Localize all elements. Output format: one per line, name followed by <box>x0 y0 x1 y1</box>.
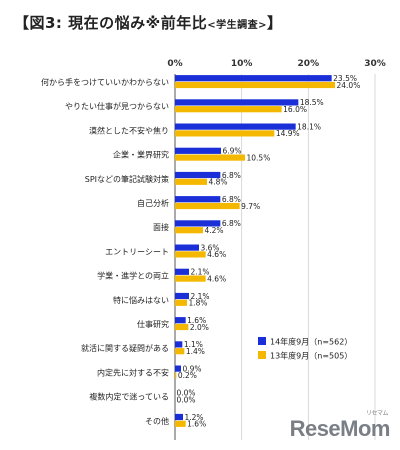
legend: 14年度9月（n=562） 13年度9月（n=505） <box>258 337 352 361</box>
data-label: 6.8% <box>222 171 241 180</box>
category-label: 仕事研究 <box>137 319 169 329</box>
bar-series-2013 <box>175 154 245 161</box>
bar-series-2013 <box>175 348 185 355</box>
category-label: 面接 <box>153 222 169 232</box>
data-label: 14.9% <box>276 129 300 138</box>
data-label: 10.5% <box>247 153 271 162</box>
data-label: 2.0% <box>190 323 209 332</box>
bar-series-2014 <box>175 75 332 82</box>
chart-title: 【図3: 現在の悩み※前年比<学生調査>】 <box>14 12 283 33</box>
data-label: 1.8% <box>189 299 208 308</box>
data-label: 4.2% <box>205 226 224 235</box>
bar-series-2014 <box>175 123 296 130</box>
category-label: 自己分析 <box>137 198 169 208</box>
bar-series-2014 <box>175 268 189 275</box>
data-label: 6.8% <box>222 195 241 204</box>
category-label: 複数内定で迷っている <box>89 392 169 402</box>
bar-series-2014 <box>175 365 181 372</box>
x-tick-label: 0% <box>167 59 182 69</box>
chart-title-main: 現在の悩み※前年比 <box>68 14 208 32</box>
bar-series-2013 <box>175 275 206 282</box>
bar-series-2013 <box>175 227 203 234</box>
bar-series-2014 <box>175 341 183 348</box>
x-tick-label: 30% <box>364 59 386 69</box>
bar-series-2014 <box>175 196 221 203</box>
resemom-logo: ReseMom リセマム <box>289 411 391 442</box>
x-tick-label: 20% <box>298 59 320 69</box>
bar-series-2013 <box>175 420 186 427</box>
data-label: 1.2% <box>185 413 204 422</box>
category-label: やりたい仕事が見つからない <box>65 101 169 111</box>
legend-swatch <box>258 337 266 345</box>
category-label: 内定先に対する不安 <box>97 367 169 377</box>
category-label: 学業・進学との両立 <box>97 271 169 281</box>
bar-series-2014 <box>175 244 199 251</box>
data-label: 4.6% <box>207 250 226 259</box>
data-label: 16.0% <box>283 105 307 114</box>
data-label: 0.2% <box>178 371 197 380</box>
data-label: 18.5% <box>300 98 324 107</box>
data-label: 1.6% <box>187 316 206 325</box>
bar-series-2013 <box>175 202 240 210</box>
chart-title-sub: <学生調査> <box>207 20 268 31</box>
bar-series-2014 <box>175 413 183 421</box>
bar-series-2013 <box>175 299 187 306</box>
chart-title-suffix: 】 <box>267 14 283 32</box>
category-label: SPIなどの筆記試験対策 <box>85 174 169 184</box>
data-label: 0.0% <box>177 395 196 404</box>
bar-series-2013 <box>175 106 282 113</box>
bar-series-2013 <box>175 130 275 137</box>
category-label: 何から手をつけていいかわからない <box>41 77 169 87</box>
bar-series-2013 <box>175 178 207 185</box>
x-tick-label: 10% <box>231 59 253 69</box>
data-label: 6.8% <box>222 219 241 228</box>
data-label: 0.9% <box>183 364 202 373</box>
bar-series-2014 <box>175 147 221 154</box>
category-label: 就活に関する疑問がある <box>81 343 169 353</box>
bars-layer <box>175 75 335 427</box>
bar-series-2013 <box>175 251 206 258</box>
legend-label: 13年度9月（n=505） <box>270 351 352 361</box>
legend-swatch <box>258 351 266 359</box>
data-label: 3.6% <box>201 243 220 252</box>
data-label: 18.1% <box>297 122 321 131</box>
category-label: 企業・業界研究 <box>113 150 169 160</box>
data-label: 1.6% <box>187 420 206 429</box>
data-label: 9.7% <box>241 202 260 211</box>
data-label: 4.6% <box>207 274 226 283</box>
bar-series-2014 <box>175 220 221 227</box>
logo-text: ReseMom <box>289 416 391 441</box>
bar-series-2014 <box>175 99 299 106</box>
labels-layer: 何から手をつけていいかわからない 23.5%24.0% やりたい仕事が見つからない 1… <box>41 74 360 429</box>
data-label: 23.5% <box>333 74 357 83</box>
bar-series-2014 <box>175 292 189 300</box>
legend-label: 14年度9月（n=562） <box>270 337 352 347</box>
data-label: 4.8% <box>209 178 228 187</box>
data-label: 0.0% <box>177 389 196 398</box>
data-label: 2.1% <box>191 268 210 277</box>
category-label: 特に悩みはない <box>113 295 169 305</box>
bar-series-2013 <box>175 81 335 89</box>
chart-title-prefix: 【図3: <box>14 14 63 32</box>
logo-ruby: リセマム <box>365 411 389 417</box>
bar-series-2013 <box>175 372 177 379</box>
data-label: 1.1% <box>184 340 203 349</box>
bar-series-2014 <box>175 317 186 324</box>
data-label: 24.0% <box>337 81 361 90</box>
bar-series-2013 <box>175 323 189 331</box>
category-label: エントリーシート <box>105 247 169 256</box>
data-label: 6.9% <box>223 147 242 156</box>
data-label: 1.4% <box>186 347 205 356</box>
category-label: その他 <box>145 416 169 426</box>
bar-series-2014 <box>175 171 221 179</box>
data-label: 2.1% <box>191 292 210 301</box>
category-label: 漠然とした不安や焦り <box>89 125 169 135</box>
